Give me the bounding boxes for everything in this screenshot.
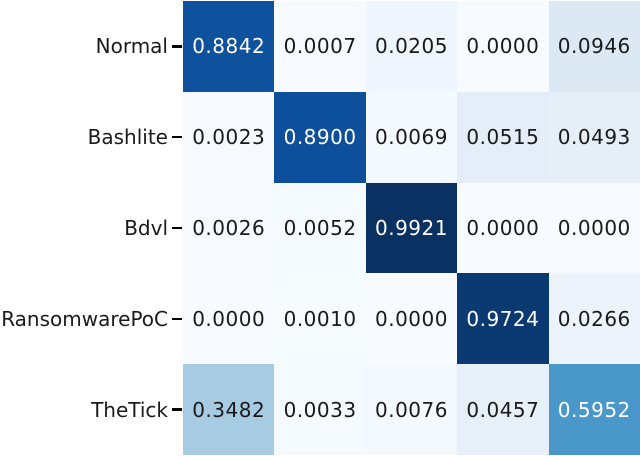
heatmap-cell: 0.8900 [274, 91, 366, 183]
row-label-ransomwarepoc: RansomwarePoC [1, 306, 168, 331]
heatmap-cell: 0.0000 [183, 273, 275, 365]
heatmap-cell: 0.9724 [457, 273, 549, 365]
heatmap-cell: 0.0457 [457, 364, 549, 455]
heatmap-cell: 0.0026 [183, 182, 275, 274]
heatmap-cell: 0.5952 [548, 364, 640, 455]
heatmap-cell: 0.0033 [274, 364, 366, 455]
heatmap-grid: 0.8842 0.0007 0.0205 0.0000 0.0946 0.0023 0.89… [183, 1, 640, 455]
row-label-normal: Normal [95, 34, 168, 59]
heatmap-cell: 0.3482 [183, 364, 275, 455]
heatmap-cell: 0.0010 [274, 273, 366, 365]
heatmap-cell: 0.8842 [183, 1, 275, 92]
y-axis-tick [172, 317, 182, 321]
row-label-bdvl: Bdvl [124, 215, 168, 240]
y-axis-tick [172, 408, 182, 411]
heatmap-cell: 0.0515 [457, 91, 549, 183]
heatmap-cell: 0.0000 [548, 182, 640, 274]
row-label-thetick: TheTick [91, 397, 168, 422]
heatmap-cell: 0.0000 [457, 182, 549, 274]
heatmap-cell: 0.0000 [457, 1, 549, 92]
heatmap-cell: 0.0076 [365, 364, 458, 455]
row-label-bashlite: Bashlite [87, 125, 168, 150]
y-axis-tick [172, 135, 182, 139]
heatmap-cell: 0.0000 [365, 273, 458, 365]
y-axis-tick [172, 45, 182, 48]
heatmap-cell: 0.0493 [548, 91, 640, 183]
heatmap-cell: 0.0007 [274, 1, 366, 92]
heatmap-cell: 0.0205 [365, 1, 458, 92]
heatmap-cell: 0.0266 [548, 273, 640, 365]
heatmap-cell: 0.0069 [365, 91, 458, 183]
heatmap-cell: 0.0946 [548, 1, 640, 92]
heatmap-cell: 0.0052 [274, 182, 366, 274]
heatmap-cell: 0.9921 [365, 182, 458, 274]
heatmap-cell: 0.0023 [183, 91, 275, 183]
y-axis-tick [172, 226, 182, 230]
